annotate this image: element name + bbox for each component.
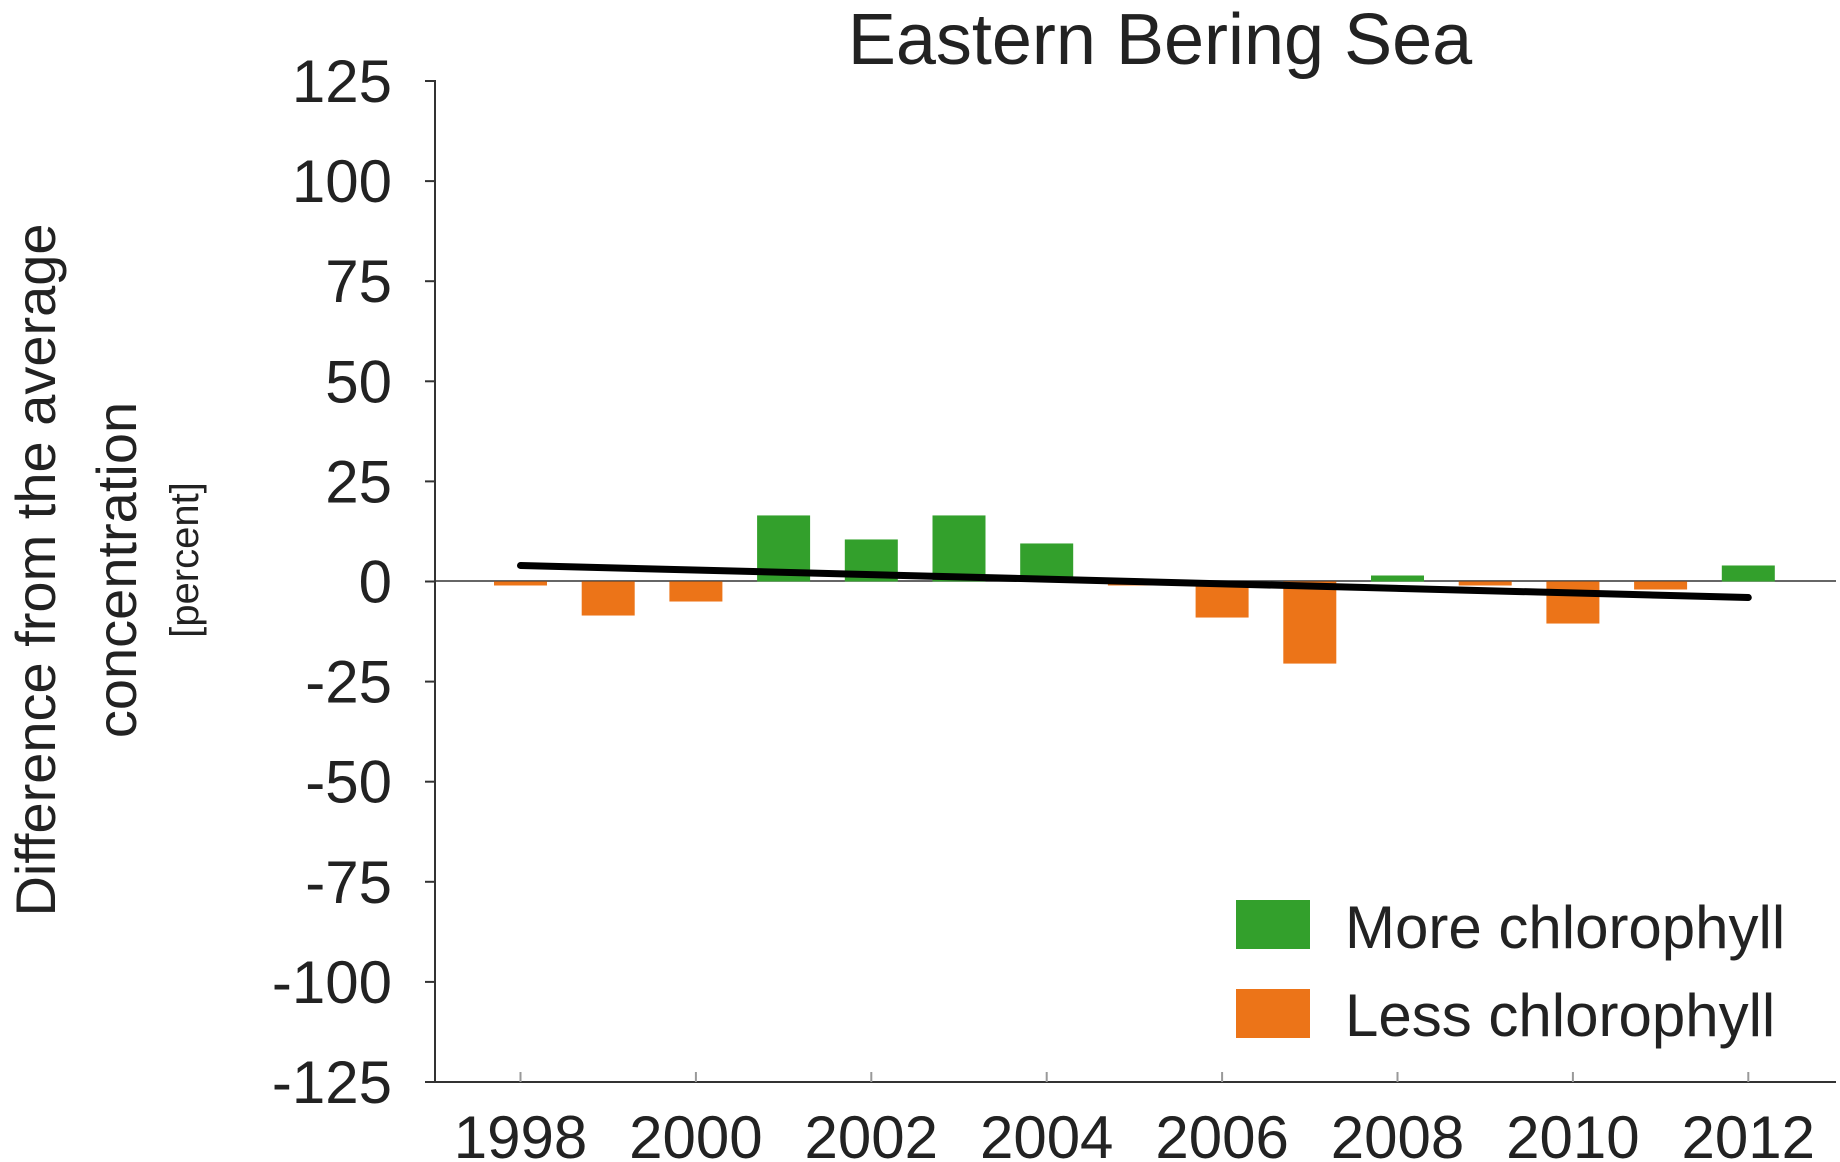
- y-tick-label: -100: [272, 949, 392, 1016]
- x-tick-label: 2010: [1506, 1104, 1639, 1162]
- y-ticks: 125 100 75 50 25 0 -25 -50 -75 -100 -125: [272, 48, 435, 1116]
- x-tick-label: 2012: [1682, 1104, 1815, 1162]
- bar-2007: [1283, 581, 1337, 664]
- x-tick-label: 1998: [454, 1104, 587, 1162]
- x-tick-label: 2006: [1155, 1104, 1288, 1162]
- y-tick-label: 25: [325, 448, 392, 515]
- bar-2010: [1546, 581, 1600, 624]
- x-tick-label: 2004: [980, 1104, 1113, 1162]
- x-tick-label: 2002: [805, 1104, 938, 1162]
- y-tick-label: -25: [305, 649, 392, 716]
- legend-swatch-more: [1236, 900, 1310, 949]
- bar-2003: [932, 515, 986, 582]
- bar-1998: [494, 581, 547, 586]
- bars: [494, 515, 1775, 664]
- y-axis-unit: [percent]: [163, 482, 207, 638]
- bar-2008: [1371, 575, 1424, 582]
- x-tick-label: 2008: [1331, 1104, 1464, 1162]
- legend: More chlorophyll Less chlorophyll: [1236, 894, 1785, 1049]
- y-tick-label: 50: [325, 348, 392, 415]
- trend-line: [517, 561, 1752, 602]
- y-tick-label: 0: [359, 549, 392, 616]
- bar-2011: [1634, 581, 1688, 590]
- bar-2012: [1721, 565, 1775, 582]
- y-tick-label: 75: [325, 248, 392, 315]
- y-tick-label: 100: [292, 148, 392, 215]
- legend-label-less: Less chlorophyll: [1345, 982, 1775, 1049]
- y-tick-label: -50: [305, 749, 392, 816]
- y-tick-label: -75: [305, 849, 392, 916]
- bar-2009: [1458, 581, 1512, 586]
- y-tick-label: 125: [292, 48, 392, 115]
- legend-swatch-less: [1236, 989, 1310, 1038]
- bar-2000: [669, 581, 723, 602]
- y-axis-label-line-2: concentration: [85, 402, 148, 738]
- legend-label-more: More chlorophyll: [1345, 894, 1785, 961]
- x-ticks: 1998 2000 2002 2004 2006 2008 2010 2012: [454, 1072, 1815, 1162]
- bar-2004: [1020, 543, 1074, 582]
- bar-1999: [581, 581, 635, 616]
- y-axis-label-line-1: Difference from the average: [4, 223, 67, 916]
- y-axis-label-text: Difference from the average concentration: [4, 223, 148, 916]
- y-tick-label: -125: [272, 1049, 392, 1116]
- x-tick-label: 2000: [629, 1104, 762, 1162]
- chart-title: Eastern Bering Sea: [848, 0, 1473, 80]
- y-axis-label: Difference from the average concentration…: [4, 223, 207, 916]
